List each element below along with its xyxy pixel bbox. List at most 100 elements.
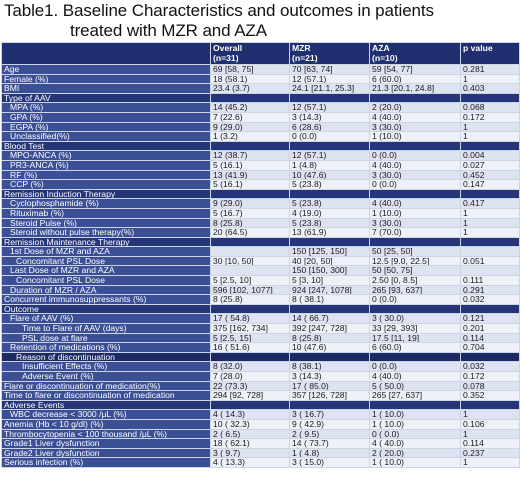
overall-cell: 18 (58.1) <box>210 73 290 85</box>
table-row: Serious infection (%) 4 ( 13.3) 3 ( 15.0) 1… <box>1 457 520 468</box>
pvalue-cell <box>460 265 520 277</box>
mzr-cell: 14 ( 73.7) <box>289 438 370 449</box>
overall-cell: 3 ( 9.7) <box>210 447 290 459</box>
mzr-cell: 5 [3, 10] <box>289 275 370 286</box>
row-label: Flare or discontinuation of medication(%… <box>1 380 211 392</box>
overall-cell: 5 (16.1) <box>210 179 290 190</box>
mzr-cell: 2 ( 9.5) <box>289 428 370 440</box>
mzr-cell: 3 ( 16.7) <box>289 409 370 420</box>
baseline-table: Overall (n=31) MZR (n=21) AZA (n=10) p v… <box>1 42 520 468</box>
pvalue-cell: 0.032 <box>460 361 520 372</box>
row-label: Duration of MZR / AZA <box>1 284 211 296</box>
aza-cell: 4 (40.0) <box>369 111 461 123</box>
overall-cell: 30 [10, 50] <box>210 255 290 267</box>
aza-cell: 3 (30.0) <box>369 217 461 229</box>
pvalue-cell: 0.032 <box>460 294 520 305</box>
aza-cell: 4 ( 40.0) <box>369 438 461 449</box>
row-label: Steroid Pulse (%) <box>1 217 211 229</box>
row-label: Outcome <box>1 303 211 315</box>
aza-cell: 3 ( 30.0) <box>369 313 461 325</box>
aza-cell: 1 (10.0) <box>369 207 461 219</box>
header-mzr: MZR (n=21) <box>289 42 370 65</box>
overall-cell <box>210 399 290 411</box>
overall-cell: 5 (16.1) <box>210 159 290 171</box>
row-label: 1st Dose of MZR and AZA <box>1 246 211 257</box>
aza-cell <box>369 188 461 200</box>
row-label: Type of AAV <box>1 92 211 104</box>
overall-cell <box>210 140 290 152</box>
table-row: Flare of AAV (%) 17 ( 54.8) 14 ( 66.7) 3 ( … <box>1 313 520 325</box>
pvalue-cell <box>460 188 520 200</box>
aza-cell: 265 [93, 637] <box>369 284 461 296</box>
row-label: Grade2 Liver dysfunction <box>1 447 211 459</box>
aza-cell: 50 [25, 50] <box>369 246 461 257</box>
aza-cell: 0 (0.0) <box>369 294 461 305</box>
table-row: Female (%) 18 (58.1) 12 (57.1) 6 (60.0) 1 <box>1 73 520 85</box>
pvalue-cell: 0.111 <box>460 275 520 286</box>
table-row: Concomitant PSL Dose 30 [10, 50] 40 [20, 5… <box>1 255 520 267</box>
pvalue-cell: 0.027 <box>460 159 520 171</box>
aza-cell: 1 ( 10.0) <box>369 409 461 420</box>
table-row: GPA (%) 7 (22.6) 3 (14.3) 4 (40.0) 0.172 <box>1 111 520 123</box>
table-row: Unclassified(%) 1 (3.2) 0 (0.0) 1 (10.0) 1 <box>1 131 520 142</box>
row-label: WBC decrease < 3000 /μL (%) <box>1 409 211 420</box>
mzr-cell: 5 (23.8) <box>289 179 370 190</box>
aza-cell: 4 (40.0) <box>369 198 461 209</box>
table-row: EGPA (%) 9 (29.0) 6 (28.6) 3 (30.0) 1 <box>1 121 520 133</box>
row-label: MPA (%) <box>1 102 211 113</box>
row-label: Time to flare or discontinuation of medi… <box>1 390 211 401</box>
mzr-cell <box>289 303 370 315</box>
row-label: Retention of medications (%) <box>1 342 211 353</box>
mzr-cell: 1 ( 4.8) <box>289 447 370 459</box>
overall-cell: 8 (32.0) <box>210 361 290 372</box>
overall-cell: 4 ( 14.3) <box>210 409 290 420</box>
overall-cell: 12 (38.7) <box>210 150 290 161</box>
aza-cell: 1 ( 10.0) <box>369 418 461 430</box>
pvalue-cell: 0.051 <box>460 255 520 267</box>
overall-cell: 7 (28.0) <box>210 371 290 382</box>
pvalue-cell: 0.403 <box>460 83 520 94</box>
table-row: 1st Dose of MZR and AZA 150 [125, 150] 50 … <box>1 246 520 257</box>
aza-cell: 3 (30.0) <box>369 121 461 133</box>
row-label: Last Dose of MZR and AZA <box>1 265 211 277</box>
mzr-cell: 70 [63, 74] <box>289 64 370 75</box>
overall-cell: 69 [58, 75] <box>210 64 290 75</box>
aza-cell: 265 [27, 637] <box>369 390 461 401</box>
pvalue-cell <box>460 303 520 315</box>
section-header-row: Adverse Events <box>1 399 520 411</box>
header-row: Overall (n=31) MZR (n=21) AZA (n=10) p v… <box>1 42 520 65</box>
pvalue-cell: 0.352 <box>460 390 520 401</box>
section-header-row: Type of AAV <box>1 92 520 104</box>
pvalue-cell: 0.237 <box>460 447 520 459</box>
pvalue-cell: 1 <box>460 131 520 142</box>
pvalue-cell: 0.114 <box>460 438 520 449</box>
table-row: Insufficient Effects (%) 8 (32.0) 8 (38.1)… <box>1 361 520 372</box>
aza-cell <box>369 236 461 248</box>
row-label: PSL dose at flare <box>1 332 211 344</box>
pvalue-cell <box>460 236 520 248</box>
mzr-cell: 1 (4.8) <box>289 159 370 171</box>
overall-cell: 14 (45.2) <box>210 102 290 113</box>
overall-cell: 8 (25.8) <box>210 217 290 229</box>
row-label: Concurrent immunosuppressants (%) <box>1 294 211 305</box>
header-aza: AZA (n=10) <box>369 42 461 65</box>
row-label: EGPA (%) <box>1 121 211 133</box>
aza-cell: 50 [50, 75] <box>369 265 461 277</box>
pvalue-cell: 0.106 <box>460 418 520 430</box>
aza-cell: 1 ( 10.0) <box>369 457 461 468</box>
mzr-cell <box>289 188 370 200</box>
title-line-2: treated with MZR and AZA <box>70 21 267 40</box>
table-row: Grade2 Liver dysfunction 3 ( 9.7) 1 ( 4.8)… <box>1 447 520 459</box>
table-row: Duration of MZR / AZA 596 [102, 1077] 924 … <box>1 284 520 296</box>
mzr-cell: 40 [20, 50] <box>289 255 370 267</box>
overall-cell: 22 (73.3) <box>210 380 290 392</box>
table-row: MPO-ANCA (%) 12 (38.7) 12 (57.1) 0 (0.0) 0.0… <box>1 150 520 161</box>
mzr-cell <box>289 236 370 248</box>
aza-cell: 2 ( 20.0) <box>369 447 461 459</box>
row-label: Flare of AAV (%) <box>1 313 211 325</box>
table-row: MPA (%) 14 (45.2) 12 (57.1) 2 (20.0) 0.068 <box>1 102 520 113</box>
row-label: Female (%) <box>1 73 211 85</box>
mzr-cell <box>289 92 370 104</box>
row-label: Adverse Events <box>1 399 211 411</box>
